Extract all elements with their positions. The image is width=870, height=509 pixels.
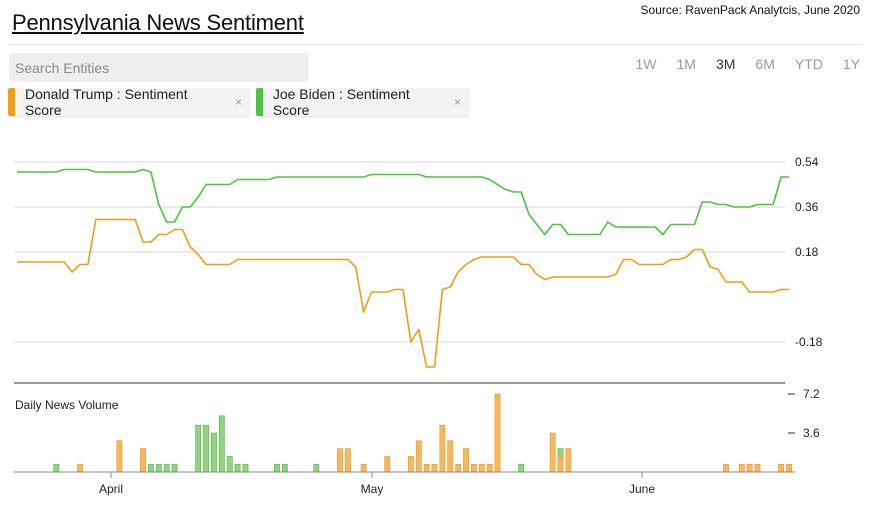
volume-bar bbox=[518, 463, 525, 473]
legend-label-trump: Donald Trump : Sentiment Score bbox=[24, 86, 188, 118]
volume-bar bbox=[478, 463, 485, 473]
remove-biden-icon[interactable]: × bbox=[453, 95, 461, 109]
volume-bar bbox=[384, 456, 391, 473]
page-title: Pennsylvania News Sentiment bbox=[12, 10, 304, 35]
legend-chip-trump[interactable]: Donald Trump : Sentiment Score × bbox=[8, 86, 250, 118]
volume-bar bbox=[360, 463, 367, 473]
volume-bar bbox=[171, 463, 178, 473]
x-tick-label: April bbox=[99, 482, 123, 496]
volume-bar bbox=[211, 432, 217, 473]
volume-bar bbox=[447, 440, 454, 473]
volume-bar bbox=[565, 448, 572, 473]
trump-swatch bbox=[8, 88, 15, 116]
x-tick-label: June bbox=[629, 482, 655, 496]
range-3m[interactable]: 3M bbox=[715, 56, 736, 72]
volume-bar bbox=[344, 448, 351, 473]
volume-bar bbox=[140, 448, 146, 473]
volume-bar bbox=[195, 424, 202, 473]
y-tick-label: 0.36 bbox=[795, 200, 819, 214]
header-divider bbox=[8, 44, 862, 45]
y-tick-label: -0.18 bbox=[795, 335, 823, 349]
legend-label-biden: Joe Biden : Sentiment Score bbox=[272, 86, 410, 118]
volume-tick-labels: 7.2 3.6 bbox=[788, 387, 820, 440]
volume-bar bbox=[463, 448, 469, 473]
volume-bar bbox=[470, 463, 477, 473]
range-1y[interactable]: 1Y bbox=[842, 56, 860, 72]
volume-bar bbox=[163, 463, 170, 473]
volume-panel-label: Daily News Volume bbox=[15, 398, 119, 412]
range-ytd[interactable]: YTD bbox=[794, 56, 823, 72]
volume-bars bbox=[53, 393, 792, 473]
volume-bar bbox=[439, 424, 446, 473]
volume-bar bbox=[337, 448, 343, 473]
volume-bar bbox=[77, 463, 83, 473]
volume-tick-label: 7.2 bbox=[803, 387, 820, 401]
volume-bar bbox=[738, 463, 745, 473]
volume-bar bbox=[778, 463, 785, 473]
volume-bar bbox=[53, 463, 60, 473]
volume-bar bbox=[313, 463, 320, 473]
source-note: Source: RavenPack Analytcis, June 2020 bbox=[640, 3, 860, 17]
y-tick-label: 0.18 bbox=[795, 245, 819, 259]
volume-bar bbox=[116, 440, 123, 473]
volume-bar bbox=[786, 463, 792, 473]
volume-bar bbox=[423, 463, 430, 473]
range-1m[interactable]: 1M bbox=[676, 56, 696, 72]
volume-bar bbox=[242, 463, 249, 473]
volume-tick-label: 3.6 bbox=[803, 426, 820, 440]
x-tick-labels: April May June bbox=[99, 472, 655, 496]
volume-bar bbox=[274, 463, 280, 473]
volume-bar bbox=[754, 463, 761, 473]
volume-bar bbox=[415, 440, 422, 473]
volume-bar bbox=[431, 463, 438, 473]
volume-bar bbox=[218, 415, 225, 473]
grid-lines bbox=[14, 161, 785, 343]
volume-bar bbox=[203, 424, 209, 473]
volume-bar bbox=[494, 393, 501, 473]
volume-bar bbox=[455, 463, 462, 473]
legend-chip-biden[interactable]: Joe Biden : Sentiment Score × bbox=[256, 86, 469, 118]
y-tick-labels: 0.54 0.36 0.18 -0.18 bbox=[795, 155, 823, 349]
volume-bar bbox=[746, 463, 753, 473]
volume-bar bbox=[407, 456, 414, 473]
volume-bar bbox=[557, 456, 564, 473]
y-tick-label: 0.54 bbox=[795, 155, 819, 169]
volume-bar bbox=[234, 463, 241, 473]
search-input[interactable] bbox=[9, 53, 308, 82]
range-6m[interactable]: 6M bbox=[755, 56, 775, 72]
range-1w[interactable]: 1W bbox=[635, 56, 657, 72]
range-selector: 1W 1M 3M 6M YTD 1Y bbox=[616, 56, 860, 72]
series-lines bbox=[17, 168, 789, 368]
volume-bar bbox=[723, 463, 729, 473]
biden-swatch bbox=[256, 88, 263, 116]
volume-bar bbox=[549, 432, 556, 473]
volume-bar bbox=[226, 456, 233, 473]
volume-bar bbox=[486, 463, 493, 473]
series-line bbox=[17, 168, 789, 236]
volume-bar bbox=[155, 463, 162, 473]
volume-bar bbox=[281, 463, 288, 473]
x-tick-label: May bbox=[361, 482, 384, 496]
series-line bbox=[17, 218, 789, 368]
volume-bar bbox=[148, 463, 154, 473]
remove-trump-icon[interactable]: × bbox=[234, 95, 242, 109]
